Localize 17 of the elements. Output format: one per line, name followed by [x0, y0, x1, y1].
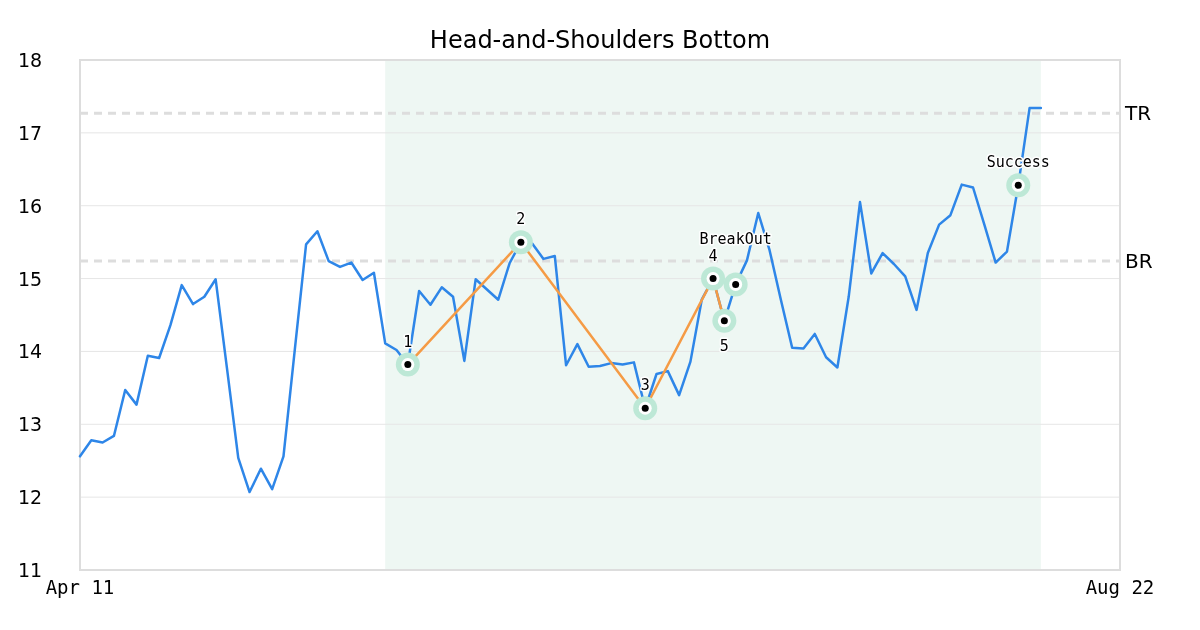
y-tick-label: 12 — [17, 486, 43, 509]
ref-line-label: BR — [1125, 249, 1153, 274]
ref-line-label: TR — [1124, 101, 1152, 126]
chart-title: Head-and-Shoulders Bottom — [429, 26, 771, 54]
y-tick-label: 13 — [17, 413, 43, 436]
y-tick-label: 16 — [17, 194, 43, 217]
annotation: 5 — [719, 336, 729, 355]
y-tick-label: 11 — [17, 559, 43, 581]
annotation: 2 — [516, 210, 526, 229]
y-tick-label: 14 — [17, 340, 43, 363]
annotation: 3 — [640, 376, 650, 395]
y-tick-label: 17 — [17, 121, 43, 144]
annotation: 4 — [708, 246, 718, 265]
x-tick-label: Apr 11 — [45, 576, 115, 598]
y-tick-label: 18 — [17, 49, 43, 71]
y-tick-label: 15 — [17, 267, 43, 290]
x-tick-label: Aug 22 — [1085, 576, 1155, 598]
